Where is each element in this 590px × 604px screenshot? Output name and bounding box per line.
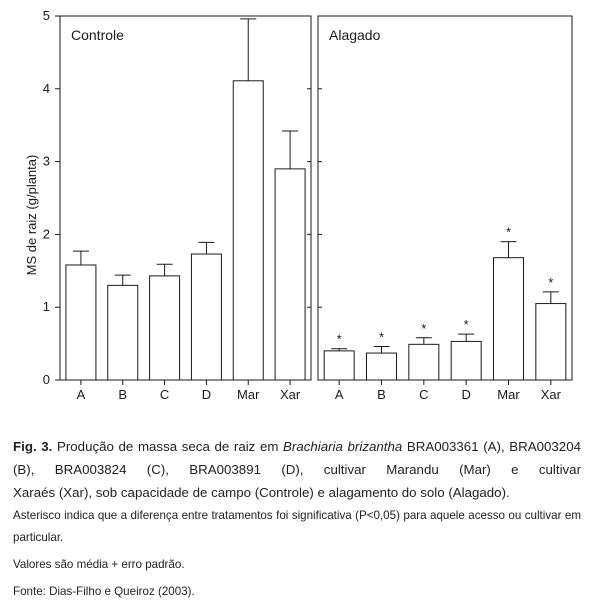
x-tick-label: Xar — [541, 387, 562, 402]
significance-marker: * — [548, 275, 553, 290]
significance-marker: * — [464, 317, 469, 332]
panel-2: Alagado * A * B * C * D * Mar * Xar — [317, 15, 573, 402]
caption-text-2: BRA003361 (A), BRA003204 (B), BRA003824 … — [13, 439, 581, 477]
x-tick-label: C — [160, 387, 169, 402]
y-tick-label: 5 — [43, 8, 50, 23]
x-tick-label: A — [77, 387, 86, 402]
panel-frame — [59, 15, 312, 381]
bar — [493, 257, 524, 381]
x-tick-label: Xar — [280, 387, 301, 402]
y-tick-label: 4 — [43, 81, 50, 96]
y-tick-label: 3 — [43, 154, 50, 169]
y-tick-label: 1 — [43, 299, 50, 314]
panel-1: Controle A B C D Mar Xar — [59, 15, 312, 402]
bar — [535, 303, 567, 381]
x-tick-label: B — [377, 387, 386, 402]
significance-marker: * — [337, 332, 342, 347]
bar — [366, 352, 397, 381]
x-tick-label: A — [335, 387, 344, 402]
x-tick-label: C — [419, 387, 428, 402]
x-tick-label: B — [118, 387, 127, 402]
caption-text-1: Produção de massa seca de raiz em — [52, 439, 284, 454]
x-tick-label: D — [202, 387, 211, 402]
panel-title: Controle — [71, 27, 124, 43]
bar — [149, 275, 181, 381]
bar — [323, 350, 355, 381]
values-note: Valores são média + erro padrão. — [13, 558, 185, 571]
bar — [232, 80, 264, 381]
bar — [65, 264, 97, 381]
bar — [274, 168, 306, 381]
bar — [107, 284, 139, 381]
source-note: Fonte: Dias-Filho e Queiroz (2003). — [13, 585, 195, 598]
bar — [408, 343, 440, 381]
y-tick-label: 0 — [43, 372, 50, 387]
y-axis: 0 1 2 3 4 5 — [43, 8, 60, 387]
figure-caption: Fig. 3. Produção de massa seca de raiz e… — [13, 435, 581, 504]
y-axis-label: MS de raiz (g/planta) — [24, 155, 39, 276]
panel-title: Alagado — [329, 27, 381, 43]
x-tick-label: D — [461, 387, 470, 402]
significance-marker: * — [506, 225, 511, 240]
x-tick-label: Mar — [497, 387, 520, 402]
x-tick-label: Mar — [237, 387, 260, 402]
y-tick-label: 2 — [43, 226, 50, 241]
significance-marker: * — [379, 330, 384, 345]
significance-marker: * — [421, 321, 426, 336]
species-name: Brachiaria brizantha — [283, 439, 403, 454]
bar — [190, 253, 222, 381]
caption-text-3: Xaraés (Xar), sob capacidade de campo (C… — [13, 485, 510, 500]
chart-panels: Controle A B C D Mar Xar Alagado * A * B * C * D * Mar * Xa… — [59, 15, 573, 402]
bar — [450, 340, 482, 381]
significance-note: Asterisco indica que a diferença entre t… — [13, 509, 581, 544]
panel-frame — [317, 15, 573, 381]
figure-label: Fig. 3. — [13, 439, 53, 454]
